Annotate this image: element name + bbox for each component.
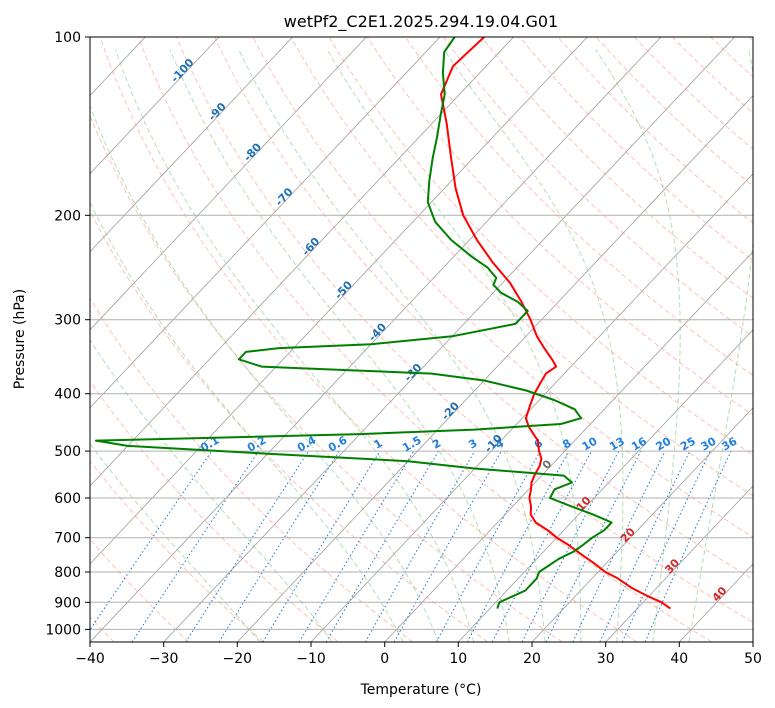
x-tick-label: −10: [296, 651, 326, 667]
y-tick-label: 500: [54, 444, 81, 460]
dewpoint-profile-line: [94, 37, 613, 609]
dry-adiabat-line: [634, 37, 753, 150]
y-tick-label: 700: [54, 531, 81, 547]
isotherm-line: [458, 329, 753, 642]
dry-adiabat-line: [328, 37, 753, 456]
x-tick-label: 30: [597, 651, 615, 667]
mixing-ratio-line: [435, 450, 541, 642]
y-tick-label: 200: [54, 208, 81, 224]
dry-adiabat-line: [214, 37, 753, 580]
isotherm-line: [90, 37, 220, 175]
isotherm-line: [90, 37, 293, 253]
pressure-gridlines: [90, 37, 753, 630]
isotherm-line: [605, 485, 753, 642]
x-tick-label: −30: [149, 651, 179, 667]
mixing-ratio-line: [621, 450, 711, 642]
isotherm-line: [237, 95, 753, 642]
isotherm-line: [90, 37, 367, 331]
mixing-ratio-line: [545, 450, 642, 642]
mixing-ratio-line: [90, 450, 213, 631]
dry-adiabat-line: [519, 37, 753, 262]
dry-adiabat-line: [443, 37, 753, 338]
mixing-ratio-line: [218, 450, 340, 642]
moist-adiabat-line: [114, 49, 475, 642]
y-axis-label: Pressure (hPa): [12, 289, 28, 389]
dry-adiabat-line: [252, 37, 753, 538]
moist-adiabat-line: [169, 49, 510, 642]
x-tick-label: −20: [223, 651, 253, 667]
dry-adiabat-line: [90, 114, 563, 642]
isotherm-line: [531, 407, 753, 642]
x-tick-label: 40: [670, 651, 688, 667]
dry-adiabat-line: [90, 538, 190, 642]
y-tick-label: 600: [54, 491, 81, 507]
plot-frame: [89, 36, 754, 643]
y-tick-label: 100: [54, 30, 81, 46]
temperature-profile-line: [440, 37, 671, 610]
dry-adiabat-line: [366, 37, 753, 416]
y-axis: 100 200 300 400 500 600 700 800 900 1000: [45, 30, 90, 638]
isotherm-line: [384, 251, 753, 642]
dry-adiabat-line: [404, 37, 753, 377]
mixing-ratio-line: [599, 450, 691, 642]
mixing-ratio-line: [262, 450, 381, 642]
moist-adiabat-line: [238, 49, 546, 642]
isotherm-line: [163, 37, 735, 642]
moist-adiabat-line: [90, 201, 404, 642]
moist-adiabat-line: [688, 49, 753, 642]
dry-adiabat-line: [557, 37, 753, 224]
dry-adiabat-line: [137, 37, 712, 642]
background-lines: [90, 37, 753, 642]
dry-adiabat-line: [290, 37, 753, 497]
y-tick-label: 300: [54, 313, 81, 329]
mixing-ratio-line: [572, 450, 666, 642]
x-tick-label: 50: [744, 651, 762, 667]
mixing-ratio-line: [393, 450, 502, 642]
isotherm-line: [90, 37, 441, 409]
x-tick-label: 20: [523, 651, 541, 667]
mixing-ratio-line: [185, 450, 309, 642]
mixing-ratio-line: [644, 450, 732, 642]
moist-adiabat-line: [90, 338, 333, 642]
dry-adiabat-line: [176, 37, 753, 623]
y-tick-label: 900: [54, 595, 81, 611]
y-tick-label: 1000: [45, 622, 81, 638]
y-tick-label: 800: [54, 565, 81, 581]
chart-title: wetPf2_C2E1.2025.294.19.04.G01: [284, 12, 558, 32]
mixing-ratio-line: [325, 450, 439, 642]
mixing-ratio-line: [364, 450, 476, 642]
isotherm-line: [90, 37, 662, 642]
dry-adiabat-line: [90, 297, 414, 642]
dry-adiabat-line: [481, 37, 753, 299]
moist-adiabat-line: [90, 104, 439, 642]
y-tick-label: 400: [54, 387, 81, 403]
mixing-ratio-line: [298, 450, 415, 642]
sounding-profiles: [94, 37, 671, 610]
x-axis: −40 −30 −20 −10 0 10 20 30 40 50: [75, 642, 762, 667]
x-axis-label: Temperature (°C): [360, 682, 482, 698]
moist-adiabat-line: [443, 49, 624, 642]
isotherm-line: [90, 37, 514, 487]
x-tick-label: 0: [380, 651, 389, 667]
x-tick-label: −40: [75, 651, 105, 667]
dry-adiabat-line: [90, 460, 264, 642]
x-tick-label: 10: [449, 651, 467, 667]
dry-adiabat-line: [99, 37, 638, 642]
isotherm-line: [90, 37, 588, 565]
